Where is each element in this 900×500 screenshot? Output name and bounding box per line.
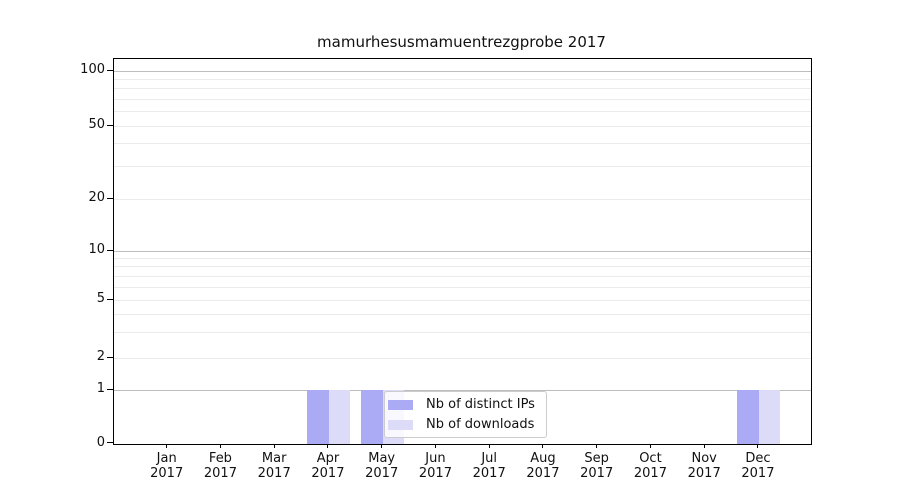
chart-title: mamurhesusmamuentrezgprobe 2017 [317,33,606,51]
gridline-minor [114,313,811,315]
x-tick-year: 2017 [257,466,291,481]
y-axis-tick-label: 100 [80,62,105,77]
legend-label: Nb of downloads [426,417,535,432]
legend-swatch [388,419,413,430]
x-tick-year: 2017 [580,466,614,481]
x-tick-mark [273,444,275,448]
gridline-minor [114,331,811,333]
gridline-minor [114,98,811,100]
x-axis-tick-label: Oct 2017 [620,451,680,481]
gridline-minor [114,143,811,145]
x-axis-tick-label: Apr 2017 [298,451,358,481]
y-tick-mark [107,298,113,300]
gridline-minor [114,125,811,127]
x-tick-year: 2017 [365,466,399,481]
x-tick-mark [649,444,651,448]
x-tick-month: Dec [745,451,771,466]
x-tick-month: Aug [530,451,556,466]
x-axis-tick-label: Mar 2017 [244,451,304,481]
gridline-minor [114,111,811,113]
y-tick-mark [107,197,113,199]
y-axis-tick-label: 50 [88,117,105,132]
y-axis-tick-label: 5 [96,291,105,306]
gridline-major [114,389,811,391]
legend-label: Nb of distinct IPs [426,397,535,412]
gridline-minor [114,166,811,168]
x-tick-month: May [368,451,396,466]
y-tick-mark [107,69,113,71]
x-axis-tick-label: May 2017 [352,451,412,481]
x-tick-month: Apr [316,451,340,466]
y-axis-tick-label: 20 [88,190,105,205]
x-tick-mark [166,444,168,448]
x-tick-year: 2017 [150,466,184,481]
x-tick-year: 2017 [526,466,560,481]
x-tick-month: Jan [156,451,177,466]
y-tick-mark [107,442,113,443]
x-tick-year: 2017 [472,466,506,481]
legend-item: Nb of distinct IPs [388,395,542,415]
gridline-major [114,70,811,72]
x-axis-tick-label: Feb 2017 [190,451,250,481]
x-tick-mark [703,444,705,448]
y-tick-mark [107,249,113,251]
x-tick-month: Jul [481,451,498,466]
x-axis-tick-label: Sep 2017 [567,451,627,481]
x-tick-mark [757,444,759,448]
gridline-minor [114,88,811,90]
x-tick-mark [542,444,544,448]
x-axis-tick-label: Aug 2017 [513,451,573,481]
x-tick-mark [381,444,383,448]
gridline-minor [114,357,811,359]
bar-distinct-ips [307,390,329,444]
bar-downloads [758,390,781,444]
x-tick-month: Jun [425,451,446,466]
x-axis-tick-label: Jan 2017 [137,451,197,481]
x-tick-month: Sep [584,451,609,466]
x-axis-tick-label: Jun 2017 [405,451,465,481]
gridline-minor [114,286,811,288]
x-tick-mark [488,444,490,448]
x-axis-tick-label: Jul 2017 [459,451,519,481]
x-tick-mark [219,444,221,448]
x-axis-tick-label: Nov 2017 [674,451,734,481]
x-tick-year: 2017 [687,466,721,481]
x-tick-month: Oct [639,451,662,466]
gridline-minor [114,266,811,268]
gridline-minor [114,78,811,80]
y-tick-mark [107,388,113,390]
legend-item: Nb of downloads [388,415,542,435]
legend: Nb of distinct IPs Nb of downloads [384,391,547,438]
x-tick-year: 2017 [633,466,667,481]
gridline-minor [114,257,811,259]
bar-distinct-ips [737,390,759,444]
y-axis-tick-label: 10 [88,242,105,257]
x-axis-tick-label: Dec 2017 [728,451,788,481]
x-tick-year: 2017 [418,466,452,481]
x-tick-month: Nov [691,451,717,466]
x-tick-month: Feb [208,451,232,466]
legend-swatch [388,399,413,410]
x-tick-mark [327,444,329,448]
gridline-minor [114,299,811,301]
plot-area: Nb of distinct IPs Nb of downloads [113,58,812,445]
y-tick-mark [107,124,113,126]
x-tick-month: Mar [261,451,287,466]
gridline-minor [114,198,811,200]
gridline-minor [114,275,811,277]
y-tick-mark [107,356,113,358]
x-tick-mark [596,444,598,448]
x-tick-year: 2017 [203,466,237,481]
bar-distinct-ips [361,390,383,444]
y-axis-tick-label: 0 [96,434,105,450]
x-tick-mark [434,444,436,448]
bar-downloads [328,390,351,444]
x-tick-year: 2017 [311,466,345,481]
gridline-major [114,250,811,252]
x-tick-year: 2017 [741,466,775,481]
y-axis-tick-label: 2 [96,349,105,364]
y-axis-tick-label: 1 [96,381,105,396]
